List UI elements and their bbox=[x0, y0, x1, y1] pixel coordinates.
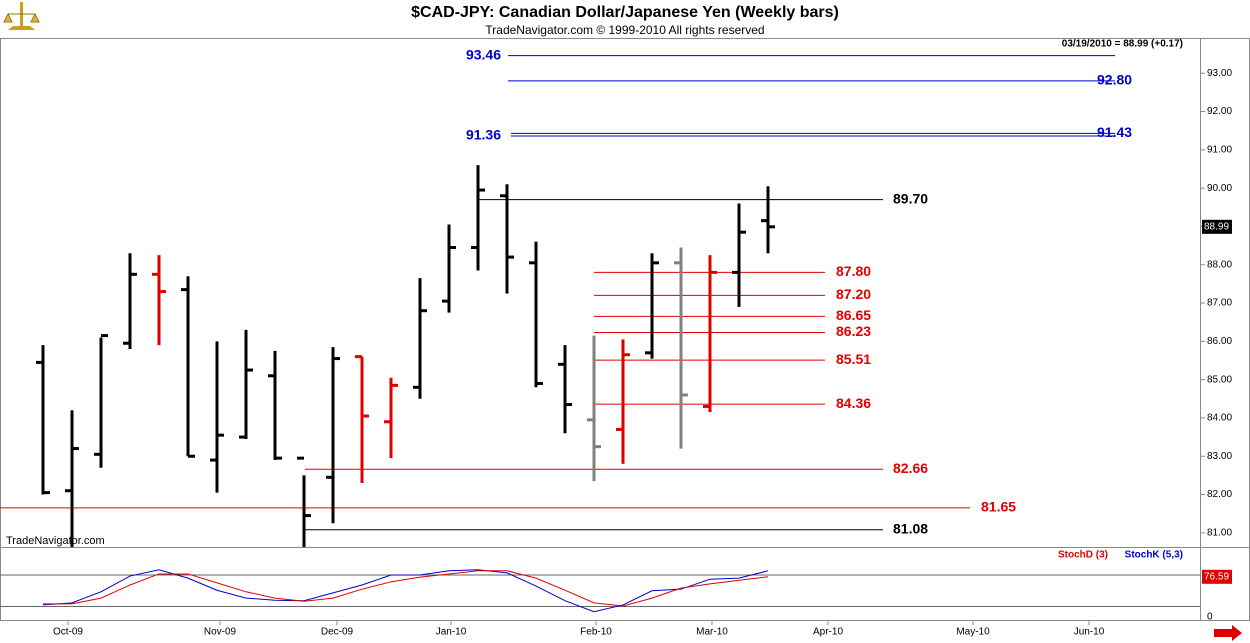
y-tick-label: 93.00 bbox=[1207, 68, 1232, 79]
x-tick-label: Dec-09 bbox=[321, 627, 354, 638]
level-label: 91.36 bbox=[466, 127, 501, 143]
y-tick-label: 85.00 bbox=[1207, 374, 1232, 385]
scroll-arrow[interactable] bbox=[1214, 625, 1242, 641]
x-tick-label: May-10 bbox=[956, 627, 990, 638]
level-label: 86.23 bbox=[836, 323, 871, 339]
level-label: 91.43 bbox=[1097, 124, 1132, 140]
stoch-line bbox=[42, 569, 769, 613]
level-label: 84.36 bbox=[836, 395, 871, 411]
plot bbox=[0, 55, 1115, 547]
stoch-last-box bbox=[1202, 569, 1232, 584]
y-tick-label: 86.00 bbox=[1207, 336, 1232, 347]
stoch-line bbox=[43, 570, 769, 607]
subtitle: TradeNavigator.com © 1999-2010 All right… bbox=[485, 23, 764, 37]
x-tick-label: Jan-10 bbox=[436, 627, 467, 638]
level-label: 93.46 bbox=[466, 46, 501, 62]
last-price-label: 88.99 bbox=[1204, 221, 1229, 232]
y-tick-label: 84.00 bbox=[1207, 413, 1232, 424]
level-label: 87.80 bbox=[836, 263, 871, 279]
level-label: 92.80 bbox=[1097, 72, 1132, 88]
x-tick-label: Oct-09 bbox=[53, 627, 83, 638]
watermark: TradeNavigator.com bbox=[6, 535, 105, 547]
legend-entry: StochD (3) bbox=[1058, 550, 1108, 561]
level-label: 81.08 bbox=[893, 520, 928, 536]
y-tick-label: 81.00 bbox=[1207, 527, 1232, 538]
level-label: 86.65 bbox=[836, 307, 871, 323]
y-tick-label: 88.00 bbox=[1207, 259, 1232, 270]
logo bbox=[3, 2, 40, 30]
chart-title: $CAD-JPY: Canadian Dollar/Japanese Yen (… bbox=[411, 4, 839, 21]
y-tick-label: 91.00 bbox=[1207, 144, 1232, 155]
y-tick-label: 82.00 bbox=[1207, 489, 1232, 500]
y-tick-label: 87.00 bbox=[1207, 298, 1232, 309]
x-tick-label: Apr-10 bbox=[813, 627, 843, 638]
level-label: 87.20 bbox=[836, 286, 871, 302]
stoch-last-label: 76.59 bbox=[1204, 571, 1229, 582]
x-tick-label: Jun-10 bbox=[1074, 627, 1105, 638]
x-tick-label: Feb-10 bbox=[580, 627, 612, 638]
level-label: 85.51 bbox=[836, 351, 871, 367]
x-tick-label: Nov-09 bbox=[204, 627, 237, 638]
y-tick-label: 90.00 bbox=[1207, 183, 1232, 194]
level-label: 81.65 bbox=[981, 499, 1016, 515]
level-label: 82.66 bbox=[893, 460, 928, 476]
y-tick-label: 83.00 bbox=[1207, 451, 1232, 462]
stoch-tick-label: 0 bbox=[1207, 612, 1213, 623]
legend-entry: StochK (5,3) bbox=[1125, 550, 1183, 561]
last-quote: 03/19/2010 = 88.99 (+0.17) bbox=[1062, 39, 1183, 50]
last-price-box bbox=[1202, 219, 1232, 234]
y-tick-label: 92.00 bbox=[1207, 106, 1232, 117]
x-tick-label: Mar-10 bbox=[696, 627, 728, 638]
level-label: 89.70 bbox=[893, 190, 928, 206]
